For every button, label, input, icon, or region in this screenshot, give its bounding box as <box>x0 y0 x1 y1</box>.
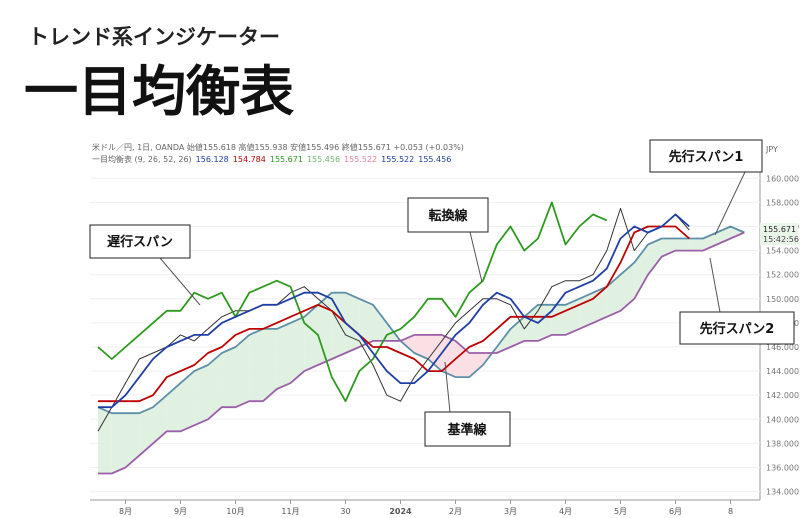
last-price: 155.671 <box>763 225 796 234</box>
callout-text: 基準線 <box>446 422 487 438</box>
cloud <box>153 395 167 444</box>
x-tick-label: 5月 <box>614 507 627 516</box>
cloud <box>235 334 250 408</box>
cloud <box>648 238 662 275</box>
callout-box <box>649 139 763 173</box>
cloud <box>441 334 456 378</box>
x-tick-label: 9月 <box>174 507 187 516</box>
pointer <box>159 257 201 306</box>
cloud <box>359 298 373 347</box>
indicator-line <box>98 231 745 475</box>
cloud <box>345 292 360 353</box>
cloud <box>579 292 593 329</box>
cloud <box>290 316 305 384</box>
cloud <box>166 383 181 432</box>
callout-box <box>679 311 795 345</box>
y-tick-label: 140.000 <box>766 415 799 424</box>
pointer <box>444 361 451 413</box>
x-tick-label: 6月 <box>669 507 682 516</box>
price-tag <box>760 223 798 246</box>
cloud <box>565 298 580 335</box>
cloud <box>208 352 222 420</box>
pointer <box>714 171 746 236</box>
cloud <box>675 238 690 251</box>
cloud <box>249 328 263 402</box>
callout-text: 先行スパン1 <box>669 149 744 165</box>
cloud <box>620 262 635 311</box>
indicator-value: 155.456 <box>418 155 451 164</box>
indicator-value: 155.671 <box>270 155 303 164</box>
y-tick-label: 158.000 <box>766 198 799 207</box>
cloud <box>263 328 277 402</box>
x-tick-label: 11月 <box>281 507 299 516</box>
y-tick-label: 146.000 <box>766 343 799 352</box>
cloud <box>730 226 745 239</box>
callout-text: 先行スパン2 <box>700 321 775 337</box>
cloud <box>689 238 703 251</box>
x-tick-label: 4月 <box>559 507 572 516</box>
indicator-line <box>98 213 690 409</box>
cloud <box>276 322 291 390</box>
cloud <box>304 304 318 372</box>
cloud <box>331 292 346 360</box>
y-tick-label: 138.000 <box>766 439 799 448</box>
x-tick-label: 2月 <box>449 507 462 516</box>
x-tick-label: 10月 <box>226 507 244 516</box>
indicator-value: 155.522 <box>344 155 377 164</box>
callout-box <box>407 197 489 233</box>
cloud <box>125 413 140 468</box>
info-line: 米ドル／円, 1日, OANDA 始値155.618 高値155.938 安値1… <box>92 142 464 152</box>
y-tick-label: 150.000 <box>766 295 799 304</box>
cloud <box>469 352 483 378</box>
cloud <box>180 371 195 432</box>
title: 一目均衡表 <box>24 59 294 123</box>
callout-text: 転換線 <box>428 208 468 224</box>
cloud <box>455 340 470 378</box>
x-tick-label: 8月 <box>119 507 132 516</box>
x-tick-label: 30 <box>340 507 350 516</box>
subtitle: トレンド系インジケーター <box>28 25 280 49</box>
currency: JPY <box>765 145 778 154</box>
indicator-line: 一目均衡表 (9, 26, 52, 26) 156.128 154.784 155.6… <box>92 154 451 164</box>
callout-box <box>89 224 191 259</box>
y-tick-label: 134.000 <box>766 488 799 497</box>
indicator-line <box>97 201 608 403</box>
cloud <box>373 304 387 341</box>
cloud <box>414 334 428 360</box>
cloud <box>111 413 126 474</box>
indicator-line <box>97 225 745 415</box>
callout-box <box>424 411 511 447</box>
y-tick-label: 160.000 <box>766 174 799 183</box>
price-line <box>97 207 690 432</box>
y-tick-label: 136.000 <box>766 463 799 472</box>
cloud <box>194 365 208 426</box>
indicator-value: 155.522 <box>381 155 414 164</box>
callouts: 先行スパン1 転換線 遅行スパン 先行スパン2 基準線 <box>89 139 795 447</box>
cloud <box>510 316 525 347</box>
x-tick-label: 2024 <box>389 507 412 516</box>
x-tick-label: 3月 <box>504 507 517 516</box>
indicator-value: 155.456 <box>307 155 340 164</box>
pointer <box>469 231 483 283</box>
indicator-line <box>98 225 690 403</box>
indicator-value: 156.128 <box>196 155 229 164</box>
x-tick-label: 8 <box>728 507 733 516</box>
cloud <box>606 274 621 317</box>
cloud <box>139 407 153 456</box>
cloud <box>98 407 112 474</box>
indicator-value: 154.784 <box>233 155 266 164</box>
indicator-value: 一目均衡表 (9, 26, 52, 26) <box>92 154 192 164</box>
pointer <box>709 257 721 313</box>
y-tick-label: 144.000 <box>766 367 799 376</box>
countdown: 15:42:56 <box>763 235 799 244</box>
cloud <box>221 346 236 408</box>
y-tick-label: 154.000 <box>766 247 799 256</box>
y-tick-label: 142.000 <box>766 391 799 400</box>
callout-text: 遅行スパン <box>107 234 173 250</box>
y-tick-label: 152.000 <box>766 271 799 280</box>
